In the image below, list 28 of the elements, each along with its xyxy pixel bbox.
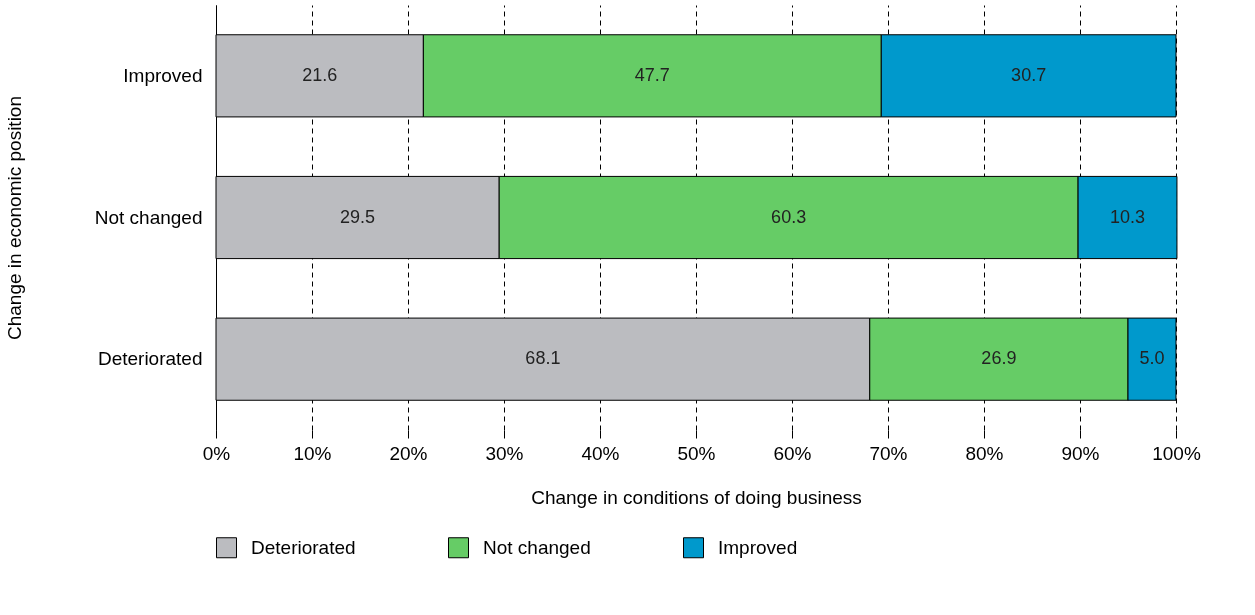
legend-label: Improved [718,536,798,558]
y-axis-title: Change in economic position [3,96,25,340]
x-tick-label: 40% [581,442,620,464]
x-tick-label: 10% [293,442,332,464]
x-tick-label: 30% [485,442,524,464]
data-label: 60.3 [771,206,807,227]
x-tick-label: 100% [1152,442,1201,464]
data-label: 5.0 [1139,348,1165,369]
legend-label: Not changed [483,536,591,558]
data-label: 30.7 [1011,64,1047,85]
data-label: 21.6 [302,64,338,85]
y-tick-label: Deteriorated [97,348,203,370]
x-axis-title: Change in conditions of doing business [531,486,862,508]
x-tick-label: 0% [202,442,231,464]
y-tick-label: Improved [123,64,203,86]
legend-label: Deteriorated [251,536,356,558]
y-tick-label: Not changed [94,206,203,228]
data-label: 47.7 [634,64,670,85]
data-label: 29.5 [340,206,376,227]
x-tick-label: 50% [677,442,716,464]
data-label: 10.3 [1110,206,1146,227]
x-tick-label: 70% [869,442,908,464]
x-tick-label: 20% [389,442,428,464]
x-tick-label: 90% [1061,442,1100,464]
data-label: 68.1 [525,348,561,369]
data-label: 26.9 [981,348,1017,369]
x-tick-label: 60% [773,442,812,464]
x-tick-label: 80% [965,442,1004,464]
